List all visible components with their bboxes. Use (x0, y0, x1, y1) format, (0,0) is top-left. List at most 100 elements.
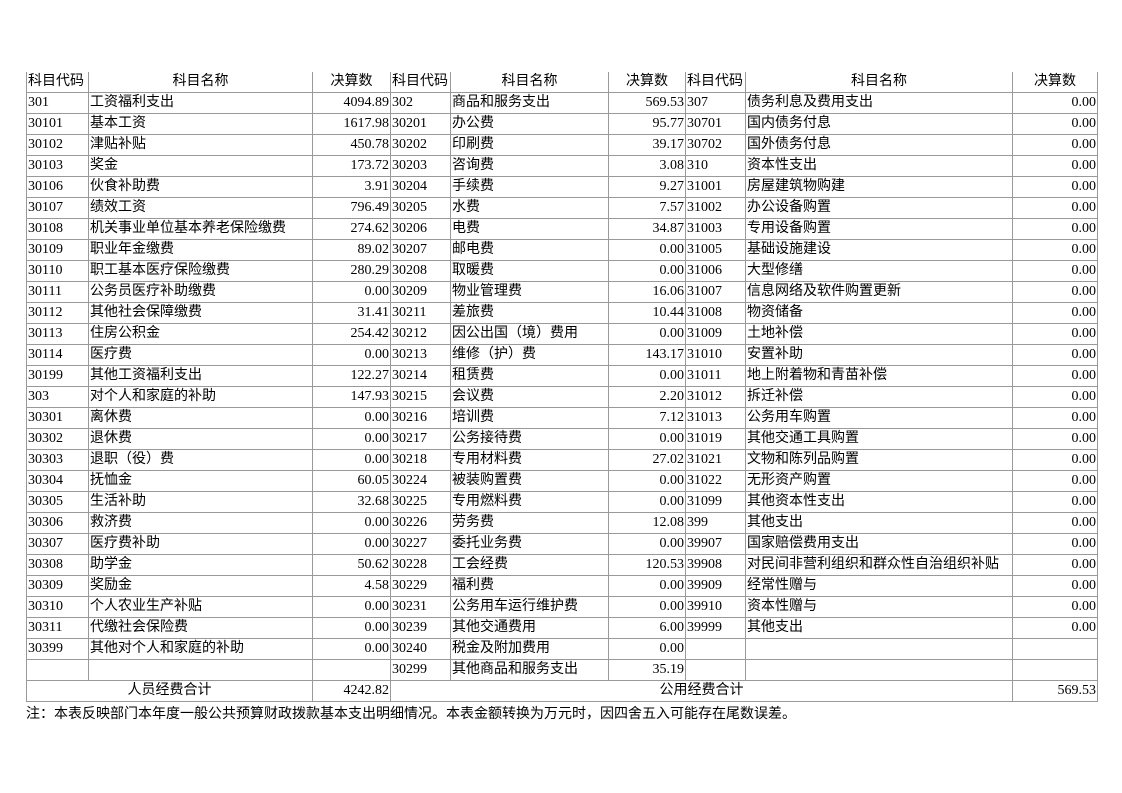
cell-amount: 0.00 (1012, 596, 1098, 618)
cell-code: 31007 (685, 281, 746, 303)
cell-code: 31022 (685, 470, 746, 492)
cell-code: 30107 (26, 197, 89, 219)
cell-name: 信息网络及软件购置更新 (745, 281, 1013, 303)
table-row: 30301 离休费 0.00 30216 培训费 7.12 31013 公务用车购置 0.00 (26, 407, 1098, 429)
cell-name: 公务用车购置 (745, 407, 1013, 429)
cell-name: 印刷费 (450, 134, 609, 156)
cell-code: 30113 (26, 323, 89, 345)
table-row: 30112 其他社会保障缴费 31.41 30211 差旅费 10.44 31008 物资储备… (26, 302, 1098, 324)
header-row: 科目代码 科目名称 决算数 科目代码 科目名称 决算数 科目代码 科目名称 决算数 (26, 72, 1098, 93)
cell-name: 办公设备购置 (745, 197, 1013, 219)
cell-amount: 31.41 (312, 302, 391, 324)
cell-amount: 50.62 (312, 554, 391, 576)
cell-amount: 147.93 (312, 386, 391, 408)
cell-amount: 0.00 (608, 596, 686, 618)
header-name: 科目名称 (745, 72, 1013, 93)
cell-code: 30202 (390, 134, 451, 156)
cell-code: 30102 (26, 134, 89, 156)
table-row: 30108 机关事业单位基本养老保险缴费 274.62 30206 电费 34.87 310… (26, 218, 1098, 240)
header-name: 科目名称 (88, 72, 313, 93)
table-row: 30307 医疗费补助 0.00 30227 委托业务费 0.00 39907 国家赔偿费用支… (26, 533, 1098, 555)
cell-amount: 274.62 (312, 218, 391, 240)
cell-code: 31099 (685, 491, 746, 513)
cell-code: 31012 (685, 386, 746, 408)
cell-code: 39999 (685, 617, 746, 639)
cell-code: 31011 (685, 365, 746, 387)
cell-amount: 0.00 (312, 407, 391, 429)
cell-amount: 0.00 (312, 281, 391, 303)
cell-code: 30701 (685, 113, 746, 135)
cell-code: 30225 (390, 491, 451, 513)
cell-code: 30207 (390, 239, 451, 261)
cell-code: 39909 (685, 575, 746, 597)
cell-name: 绩效工资 (88, 197, 313, 219)
cell-code: 30209 (390, 281, 451, 303)
cell-name: 差旅费 (450, 302, 609, 324)
table-row: 30110 职工基本医疗保险缴费 280.29 30208 取暖费 0.00 31006 大型… (26, 260, 1098, 282)
cell-name: 房屋建筑物购建 (745, 176, 1013, 198)
cell-code: 31009 (685, 323, 746, 345)
cell-code: 30112 (26, 302, 89, 324)
cell-name: 其他资本性支出 (745, 491, 1013, 513)
cell-amount: 0.00 (1012, 323, 1098, 345)
cell-amount: 0.00 (1012, 281, 1098, 303)
cell-code: 30106 (26, 176, 89, 198)
cell-code: 30111 (26, 281, 89, 303)
cell-amount: 0.00 (312, 617, 391, 639)
cell-code: 31003 (685, 218, 746, 240)
header-code: 科目代码 (685, 72, 746, 93)
cell-code: 30231 (390, 596, 451, 618)
cell-name: 培训费 (450, 407, 609, 429)
cell-amount: 0.00 (1012, 176, 1098, 198)
cell-amount: 0.00 (1012, 470, 1098, 492)
cell-code: 30308 (26, 554, 89, 576)
cell-name: 水费 (450, 197, 609, 219)
public-total-value: 569.53 (1012, 680, 1098, 702)
table-row: 30303 退职（役）费 0.00 30218 专用材料费 27.02 31021 文物和陈列… (26, 449, 1098, 471)
table-row: 30306 救济费 0.00 30226 劳务费 12.08 399 其他支出 0.00 (26, 512, 1098, 534)
cell-code: 303 (26, 386, 89, 408)
header-name: 科目名称 (450, 72, 609, 93)
cell-amount: 0.00 (312, 449, 391, 471)
cell-amount: 0.00 (1012, 113, 1098, 135)
cell-amount: 0.00 (1012, 197, 1098, 219)
cell-name: 被装购置费 (450, 470, 609, 492)
cell-amount: 0.00 (608, 533, 686, 555)
cell-name: 伙食补助费 (88, 176, 313, 198)
cell-name: 维修（护）费 (450, 344, 609, 366)
cell-code: 30216 (390, 407, 451, 429)
cell-amount: 0.00 (1012, 260, 1098, 282)
cell-name: 机关事业单位基本养老保险缴费 (88, 218, 313, 240)
personnel-total-label: 人员经费合计 (26, 680, 313, 702)
cell-name: 大型修缮 (745, 260, 1013, 282)
header-code: 科目代码 (390, 72, 451, 93)
cell-name: 专用燃料费 (450, 491, 609, 513)
cell-code: 30304 (26, 470, 89, 492)
cell-amount: 0.00 (312, 344, 391, 366)
cell-amount: 0.00 (608, 260, 686, 282)
cell-code: 31008 (685, 302, 746, 324)
totals-row: 人员经费合计 4242.82 公用经费合计 569.53 (26, 680, 1098, 702)
cell-amount: 0.00 (1012, 491, 1098, 513)
cell-name: 助学金 (88, 554, 313, 576)
cell-amount: 27.02 (608, 449, 686, 471)
cell-amount: 0.00 (312, 638, 391, 660)
cell-amount: 0.00 (608, 638, 686, 660)
cell-amount: 143.17 (608, 344, 686, 366)
cell-code: 30204 (390, 176, 451, 198)
cell-amount: 0.00 (1012, 428, 1098, 450)
cell-code: 31021 (685, 449, 746, 471)
cell-code: 30306 (26, 512, 89, 534)
cell-amount: 3.91 (312, 176, 391, 198)
cell-name: 咨询费 (450, 155, 609, 177)
cell-code: 30213 (390, 344, 451, 366)
cell-name: 经常性赠与 (745, 575, 1013, 597)
table-row: 301 工资福利支出 4094.89 302 商品和服务支出 569.53 307 债务利息及… (26, 92, 1098, 114)
cell-name: 取暖费 (450, 260, 609, 282)
cell-name: 商品和服务支出 (450, 92, 609, 114)
cell-name: 其他支出 (745, 617, 1013, 639)
cell-amount: 60.05 (312, 470, 391, 492)
cell-code: 30212 (390, 323, 451, 345)
cell-code: 301 (26, 92, 89, 114)
cell-code: 31019 (685, 428, 746, 450)
